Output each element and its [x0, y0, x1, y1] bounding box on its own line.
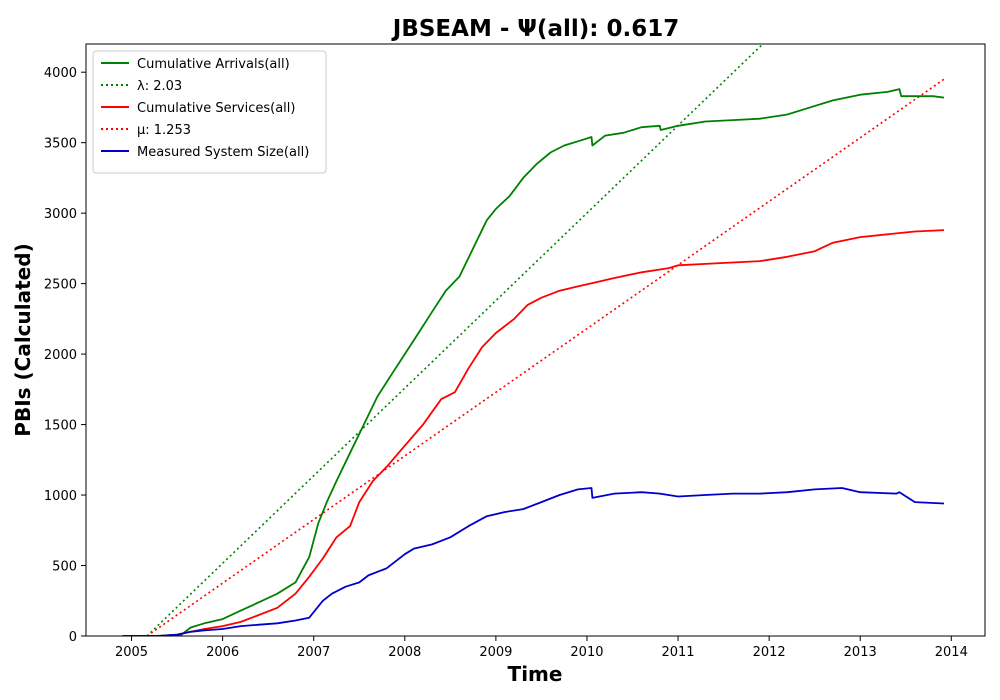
y-tick-label: 3500	[44, 137, 77, 152]
legend-box	[92, 50, 327, 174]
x-axis-label: Time	[508, 662, 563, 686]
x-axis: 2005 2006 2007 2008 2009 2010 2011 2012 2013 2014	[115, 636, 968, 660]
series-line-cumulative-arrivals-all	[122, 88, 945, 636]
y-axis: 0 500 1000 1500 2000 2500 3000 3500 4000	[44, 66, 86, 645]
legend-label: λ: 2.03	[137, 79, 182, 94]
x-tick-label: 2009	[479, 645, 512, 660]
legend-label: Cumulative Arrivals(all)	[137, 57, 290, 72]
series-line-measured-system-size-all	[122, 487, 945, 636]
x-tick-label: 2010	[570, 645, 603, 660]
legend: Cumulative Arrivals(all) λ: 2.03 Cumulativ…	[92, 50, 327, 174]
legend-label: Measured System Size(all)	[137, 145, 309, 160]
series-line-1-253	[146, 78, 945, 636]
x-tick-label: 2005	[115, 645, 148, 660]
legend-label: μ: 1.253	[137, 123, 191, 138]
y-tick-label: 0	[69, 630, 77, 645]
legend-label: Cumulative Services(all)	[137, 101, 295, 116]
y-tick-label: 4000	[44, 66, 77, 81]
y-tick-label: 2000	[44, 348, 77, 363]
series-line-2-03	[146, 44, 764, 636]
x-tick-label: 2013	[844, 645, 877, 660]
plot-frame	[85, 43, 986, 637]
y-tick-label: 3000	[44, 207, 77, 222]
chart-title: JBSEAM - Ψ(all): 0.617	[391, 16, 679, 42]
y-tick-label: 1500	[44, 419, 77, 434]
x-tick-label: 2007	[297, 645, 330, 660]
x-tick-label: 2012	[753, 645, 786, 660]
y-tick-label: 1000	[44, 489, 77, 504]
y-axis-label: PBIs (Calculated)	[11, 243, 35, 436]
x-tick-label: 2006	[206, 645, 239, 660]
y-tick-label: 500	[52, 560, 77, 575]
x-tick-label: 2011	[661, 645, 694, 660]
plot-area	[122, 44, 945, 636]
y-tick-label: 2500	[44, 278, 77, 293]
x-tick-label: 2014	[935, 645, 968, 660]
x-tick-label: 2008	[388, 645, 421, 660]
series-line-cumulative-services-all	[122, 229, 945, 636]
